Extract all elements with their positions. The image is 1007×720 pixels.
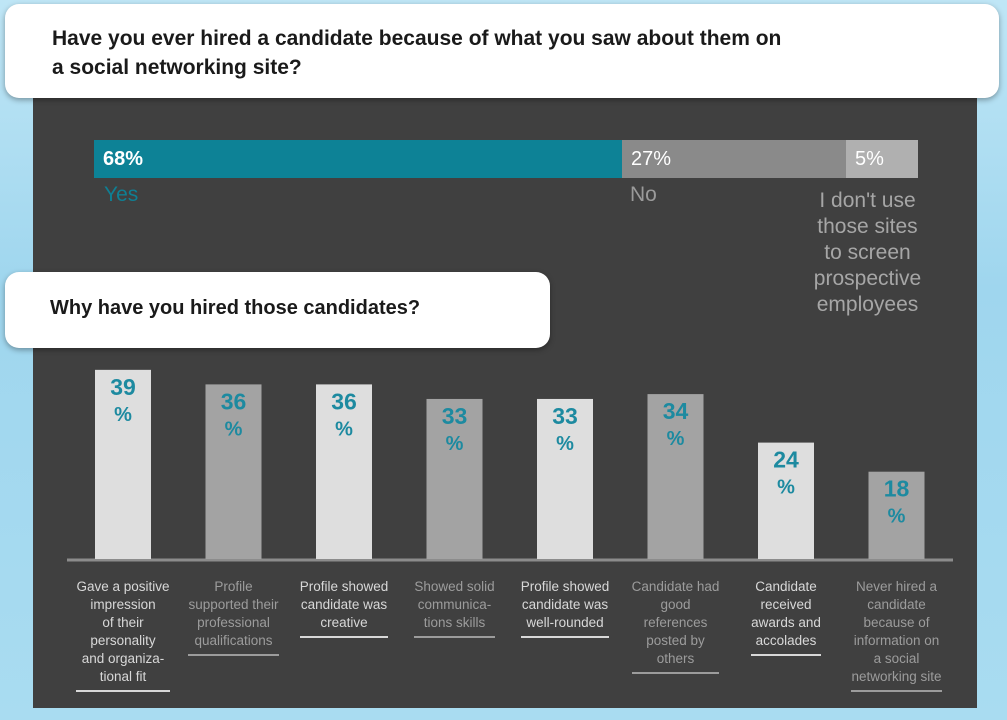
bar-unit-label: % [335, 418, 353, 440]
bar-value-label: 39 [110, 374, 136, 400]
category-label-text: Never hired a candidate because of informat… [851, 578, 942, 692]
category-label: Gave a positive impression of their persona… [62, 578, 184, 692]
bar-value-label: 33 [442, 403, 468, 429]
category-label: Candidate had good references posted by othe… [615, 578, 737, 674]
category-label-text: Gave a positive impression of their persona… [76, 578, 170, 692]
bar-unit-label: % [446, 433, 464, 455]
category-label: Candidate received awards and accolades [725, 578, 847, 656]
category-label-text: Candidate had good references posted by othe… [631, 578, 720, 674]
dont-use-line: employees [816, 293, 919, 316]
dont-use-line: those sites [817, 215, 918, 238]
bar-unit-label: % [556, 433, 574, 455]
bar [868, 471, 925, 559]
category-label-text: Candidate received awards and accolades [751, 578, 821, 656]
bar-unit-label: % [667, 428, 685, 450]
bar [95, 369, 151, 559]
split-no-value: 27% [631, 148, 672, 170]
dont-use-line: prospective [813, 267, 922, 290]
dont-use-line: I don't use [819, 189, 916, 212]
dont-use-line: to screen [824, 241, 911, 264]
category-label: Never hired a candidate because of informat… [836, 578, 958, 692]
bar-value-label: 34 [663, 398, 689, 424]
category-label: Profile supported their professional qualif… [173, 578, 295, 656]
bar-unit-label: % [888, 506, 906, 528]
category-label-text: Profile showed candidate was well-rounded [520, 578, 610, 638]
bar-value-label: 36 [221, 388, 247, 414]
question-line-2: a social networking site? [52, 56, 302, 79]
split-no-label: No [630, 183, 657, 206]
category-label-text: Profile supported their professional qualif… [188, 578, 279, 656]
subquestion-text: Why have you hired those candidates? [50, 297, 421, 319]
bar [205, 384, 262, 559]
bar [758, 442, 814, 559]
bar [647, 394, 704, 559]
chart-panel [33, 92, 977, 708]
bar-value-label: 33 [552, 403, 578, 429]
bar-value-label: 36 [331, 388, 357, 414]
bar-unit-label: % [114, 404, 132, 426]
bar [426, 398, 483, 559]
category-label: Profile showed candidate was well-rounded [504, 578, 626, 638]
bar [316, 384, 372, 559]
question-line-1: Have you ever hired a candidate because … [52, 27, 782, 50]
split-bar-yes: 68% [94, 140, 622, 178]
split-yes-label: Yes [104, 183, 139, 206]
split-dont-use-label: I don't use those sites to screen prospe… [785, 188, 950, 318]
bar-value-label: 24 [773, 447, 799, 473]
question-bubble: Have you ever hired a candidate because … [5, 4, 999, 98]
category-label: Showed solid communica-tions skills [394, 578, 516, 638]
split-dont-use-value: 5% [855, 148, 884, 170]
subquestion-bubble: Why have you hired those candidates? [5, 272, 550, 348]
category-label-text: Showed solid communica-tions skills [414, 578, 495, 638]
category-label-text: Profile showed candidate was creative [299, 578, 389, 638]
split-bar-dont-use: 5% [846, 140, 918, 178]
category-label: Profile showed candidate was creative [283, 578, 405, 638]
bar-unit-label: % [777, 477, 795, 499]
bar [537, 398, 593, 559]
split-bar-no: 27% [622, 140, 846, 178]
bar-unit-label: % [225, 418, 243, 440]
bar-value-label: 18 [884, 476, 910, 502]
split-yes-value: 68% [103, 148, 144, 170]
